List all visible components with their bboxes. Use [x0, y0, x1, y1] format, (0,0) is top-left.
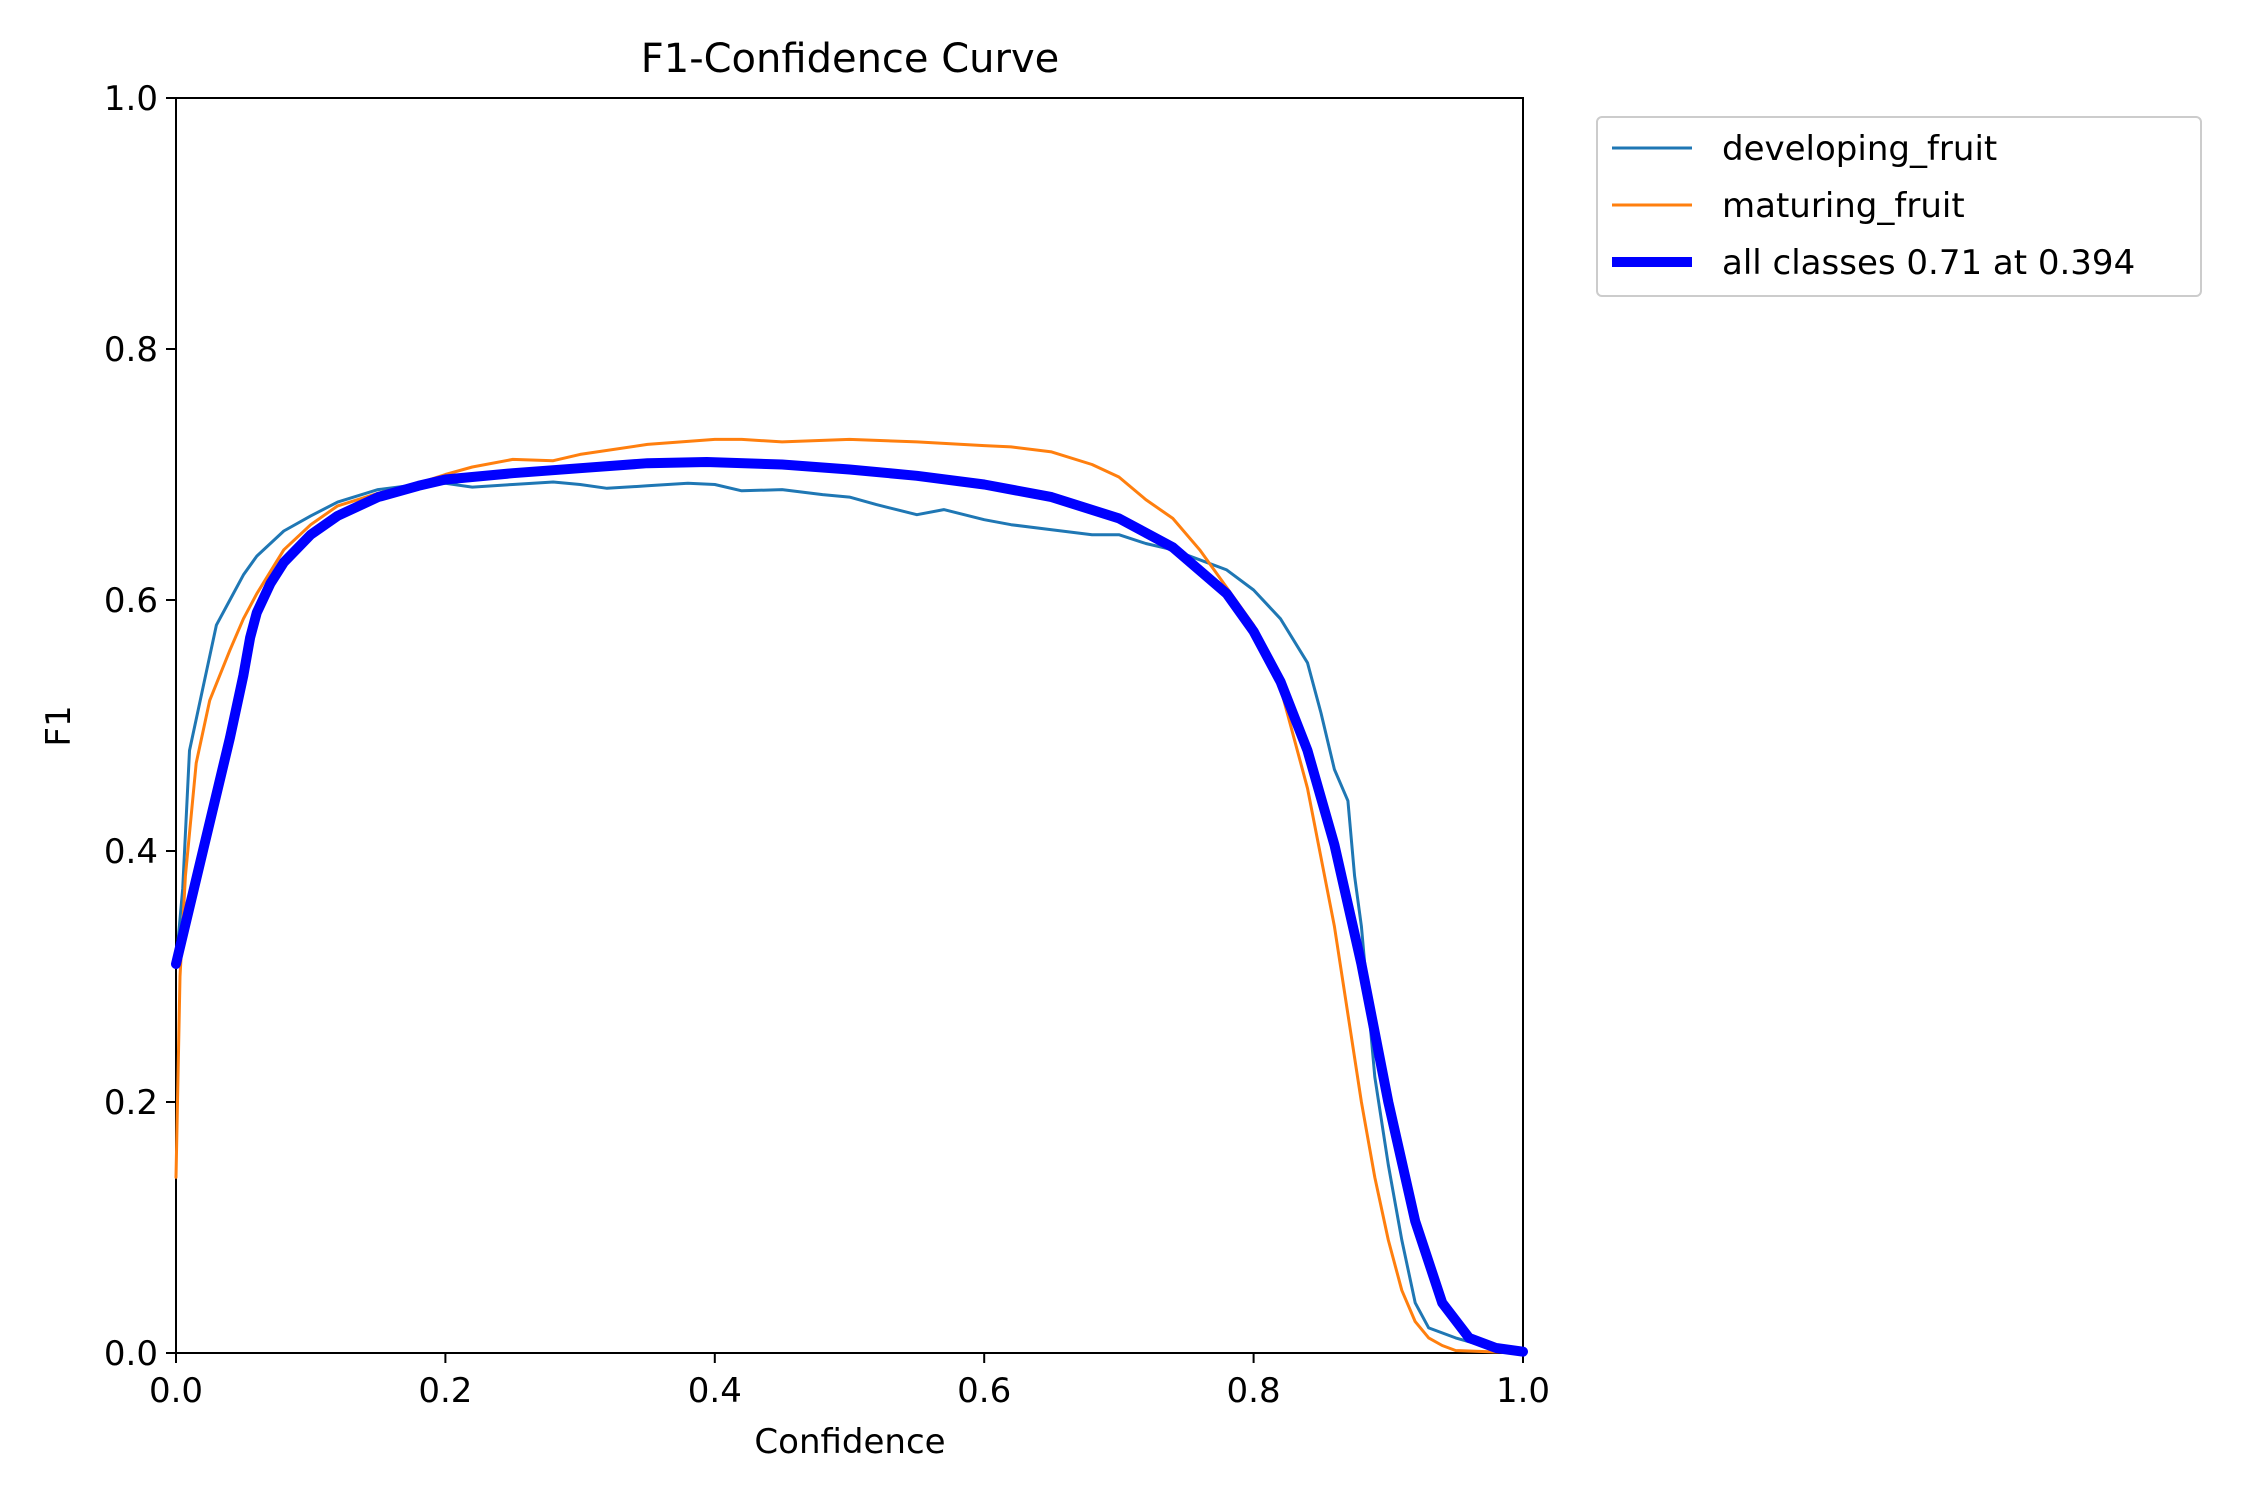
series-line-2: [171, 457, 1528, 1357]
plot-area: [175, 97, 1524, 1354]
series-line-1: [174, 437, 1525, 1355]
x-axis-label: Confidence: [754, 1422, 945, 1462]
legend-label: developing_fruit: [1722, 129, 1997, 169]
x-tick-label: 0.8: [1227, 1371, 1281, 1411]
series-lines: [171, 437, 1528, 1357]
legend-box: [1596, 116, 2202, 297]
legend-label: all classes 0.71 at 0.394: [1722, 243, 2135, 283]
chart-title: F1-Confidence Curve: [641, 36, 1060, 82]
y-tick-label: 0.0: [104, 1334, 158, 1374]
y-tick-label: 0.6: [104, 581, 158, 621]
y-tick-label: 1.0: [104, 79, 158, 119]
y-axis-label: F1: [39, 705, 79, 746]
x-tick-label: 0.2: [418, 1371, 472, 1411]
x-axis: 0.0 0.2 0.4 0.6 0.8 1.0: [149, 1353, 1550, 1411]
x-tick-label: 0.6: [957, 1371, 1011, 1411]
y-tick-label: 0.8: [104, 330, 158, 370]
series-line-0: [174, 480, 1525, 1355]
y-tick-label: 0.4: [104, 832, 158, 872]
y-axis: 0.0 0.2 0.4 0.6 0.8 1.0: [104, 79, 176, 1374]
x-tick-label: 0.0: [149, 1371, 203, 1411]
legend-label: maturing_fruit: [1722, 186, 1965, 226]
y-tick-label: 0.2: [104, 1083, 158, 1123]
x-tick-label: 1.0: [1496, 1371, 1550, 1411]
x-tick-label: 0.4: [688, 1371, 742, 1411]
